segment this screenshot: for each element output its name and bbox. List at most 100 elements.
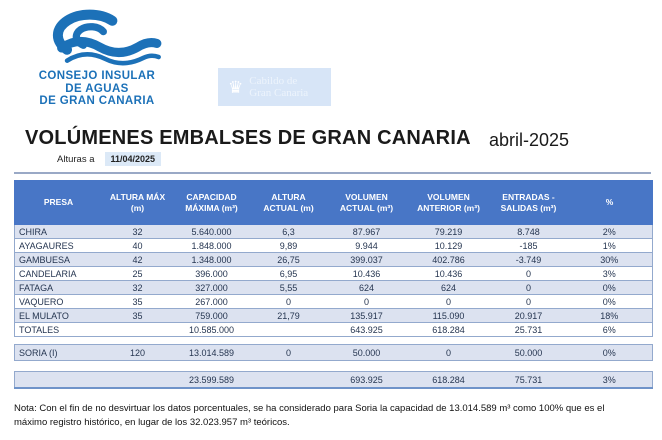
cabildo-line-1: Cabildo de	[249, 75, 298, 87]
table-row: FATAGA 32 327.000 5,55 624 624 0 0%	[14, 280, 653, 295]
crown-icon: ♛	[228, 77, 244, 97]
consejo-aguas-logo-text: CONSEJO INSULAR DE AGUAS DE GRAN CANARIA	[18, 70, 176, 108]
reservoirs-table-header: PRESA ALTURA MÁX (m) CAPACIDAD MÁXIMA (m…	[14, 180, 653, 225]
table-cell: 643.925	[326, 322, 407, 337]
table-cell: 6,3	[250, 224, 327, 239]
table-cell: 120	[102, 344, 173, 361]
table-cell: AYAGAURES	[14, 238, 103, 253]
table-cell: 18%	[566, 308, 653, 323]
table-row: SORIA (I) 120 13.014.589 0 50.000 0 50.000 0%	[14, 344, 653, 361]
table-row: EL MULATO 35 759.000 21,79 135.917 115.090 20.…	[14, 308, 653, 323]
table-row: CANDELARIA 25 396.000 6,95 10.436 10.436 0 3%	[14, 266, 653, 281]
table-cell: 1%	[566, 238, 653, 253]
table-cell: 75.731	[490, 371, 567, 389]
cabildo-logo: ♛ Cabildo de Gran Canaria	[218, 68, 331, 106]
table-cell: 87.967	[326, 224, 407, 239]
table-row: GAMBUESA 42 1.348.000 26,75 399.037 402.786 -3…	[14, 252, 653, 267]
col-presa: PRESA	[14, 180, 103, 225]
table-cell: 759.000	[172, 308, 251, 323]
table-cell: 9.944	[326, 238, 407, 253]
table-cell: 25.731	[490, 322, 567, 337]
table-cell: 3%	[566, 371, 653, 389]
table-cell: 1.348.000	[172, 252, 251, 267]
table-cell: 5.640.000	[172, 224, 251, 239]
table-cell: 396.000	[172, 266, 251, 281]
table-cell: VAQUERO	[14, 294, 103, 309]
logo-line-2: DE AGUAS	[65, 82, 129, 95]
grand-total-table-body: 23.599.589 693.925 618.284 75.731 3%	[14, 371, 653, 389]
reservoirs-table-body: CHIRA 32 5.640.000 6,3 87.967 79.219 8.748 2% AY…	[14, 224, 653, 337]
table-cell	[14, 371, 103, 389]
period-label: abril-2025	[489, 130, 570, 150]
table-cell: SORIA (I)	[14, 344, 103, 361]
reservoirs-table: PRESA ALTURA MÁX (m) CAPACIDAD MÁXIMA (m…	[14, 180, 653, 337]
table-cell: FATAGA	[14, 280, 103, 295]
table-cell: 0	[490, 280, 567, 295]
table-cell: 40	[102, 238, 173, 253]
table-cell: 8.748	[490, 224, 567, 239]
header-row: PRESA ALTURA MÁX (m) CAPACIDAD MÁXIMA (m…	[14, 180, 653, 225]
col-volumen-actual: VOLUMEN ACTUAL (m³)	[326, 180, 407, 225]
table-row: AYAGAURES 40 1.848.000 9,89 9.944 10.129 -185 1…	[14, 238, 653, 253]
table-cell: 20.917	[490, 308, 567, 323]
table-cell: 402.786	[406, 252, 491, 267]
soria-table-body: SORIA (I) 120 13.014.589 0 50.000 0 50.000 0%	[14, 344, 653, 361]
table-cell: 26,75	[250, 252, 327, 267]
table-cell	[102, 371, 173, 389]
table-cell: 0	[406, 344, 491, 361]
table-cell: 35	[102, 294, 173, 309]
cabildo-line-2: Gran Canaria	[249, 87, 309, 99]
table-cell: 10.436	[406, 266, 491, 281]
footnote-line-1: Nota: Con el fin de no desvirtuar los da…	[14, 403, 605, 414]
table-cell: 0%	[566, 280, 653, 295]
table-cell	[250, 322, 327, 337]
table-cell: CHIRA	[14, 224, 103, 239]
table-cell: 267.000	[172, 294, 251, 309]
table-cell: 32	[102, 224, 173, 239]
table-cell: 13.014.589	[172, 344, 251, 361]
table-cell: EL MULATO	[14, 308, 103, 323]
logo-line-1: CONSEJO INSULAR	[38, 70, 156, 82]
alturas-row: Alturas a 11/04/2025	[57, 152, 162, 166]
table-cell: 624	[326, 280, 407, 295]
table-cell: GAMBUESA	[14, 252, 103, 267]
table-cell: 32	[102, 280, 173, 295]
col-capacidad-maxima: CAPACIDAD MÁXIMA (m³)	[172, 180, 251, 225]
table-cell	[250, 371, 327, 389]
table-cell	[102, 322, 173, 337]
table-row: 23.599.589 693.925 618.284 75.731 3%	[14, 371, 653, 389]
alturas-label: Alturas a	[57, 153, 95, 165]
cabildo-logo-text: Cabildo de Gran Canaria	[249, 75, 308, 99]
table-cell: 0	[250, 344, 327, 361]
table-cell: 693.925	[326, 371, 407, 389]
table-cell: -185	[490, 238, 567, 253]
col-altura-actual: ALTURA ACTUAL (m)	[250, 180, 327, 225]
soria-table: SORIA (I) 120 13.014.589 0 50.000 0 50.000 0%	[14, 344, 653, 361]
table-cell: 35	[102, 308, 173, 323]
table-cell: 0	[490, 294, 567, 309]
table-cell: 30%	[566, 252, 653, 267]
table-cell: 5,55	[250, 280, 327, 295]
table-cell: 618.284	[406, 371, 491, 389]
table-cell: 618.284	[406, 322, 491, 337]
table-cell: 0	[250, 294, 327, 309]
logo-line-3: DE GRAN CANARIA	[39, 95, 155, 107]
col-percent: %	[566, 180, 653, 225]
horizontal-divider	[14, 172, 651, 174]
table-cell: 0	[406, 294, 491, 309]
table-row: TOTALES 10.585.000 643.925 618.284 25.731 6%	[14, 322, 653, 337]
table-cell: 135.917	[326, 308, 407, 323]
table-cell: 624	[406, 280, 491, 295]
footnote: Nota: Con el fin de no desvirtuar los da…	[14, 402, 656, 430]
col-altura-max: ALTURA MÁX (m)	[102, 180, 173, 225]
table-cell: 6%	[566, 322, 653, 337]
table-cell: 1.848.000	[172, 238, 251, 253]
table-cell: 9,89	[250, 238, 327, 253]
table-cell: 42	[102, 252, 173, 267]
col-volumen-anterior: VOLUMEN ANTERIOR (m³)	[406, 180, 491, 225]
table-cell: 21,79	[250, 308, 327, 323]
table-cell: 10.129	[406, 238, 491, 253]
table-cell: 10.585.000	[172, 322, 251, 337]
table-cell: 0%	[566, 344, 653, 361]
